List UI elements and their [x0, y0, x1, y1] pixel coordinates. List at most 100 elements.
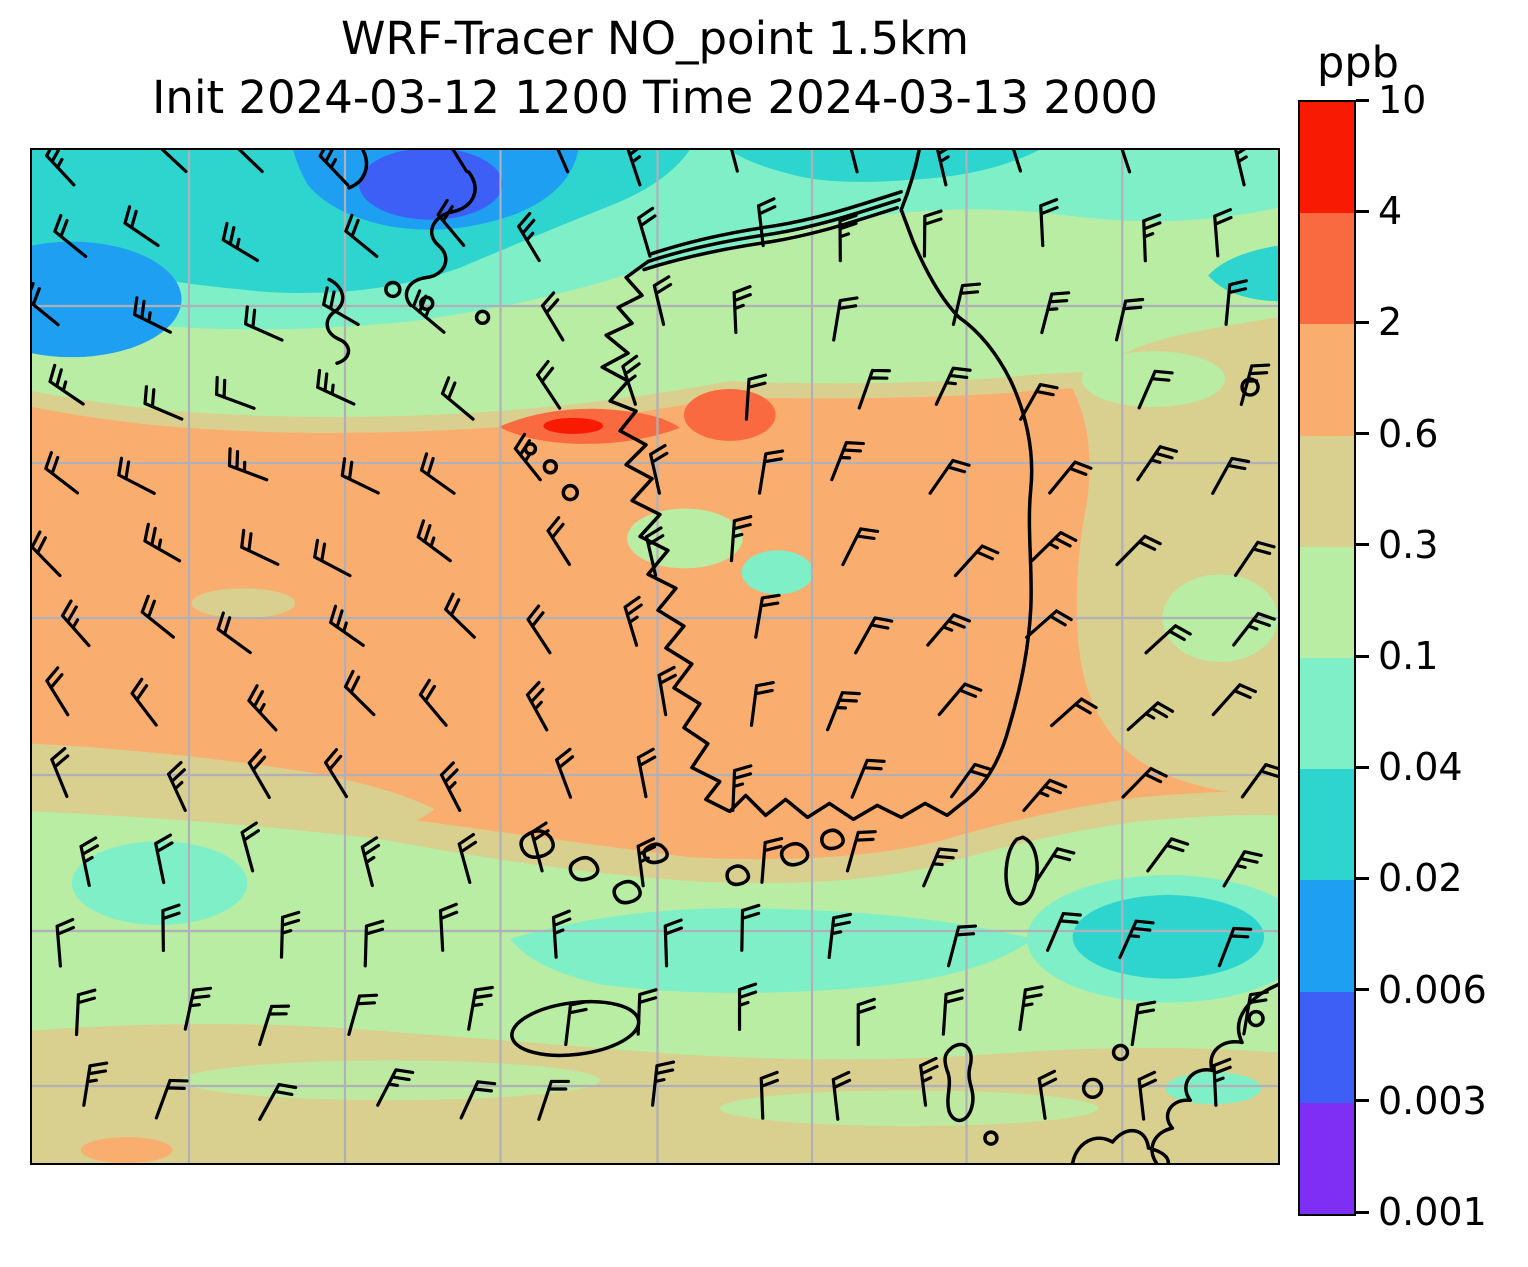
- wind-barb: [941, 988, 965, 1036]
- wind-barb: [555, 747, 575, 799]
- wind-barb: [45, 666, 70, 717]
- wind-barb: [1130, 1000, 1157, 1047]
- colorbar-tick-mark: [1356, 765, 1369, 769]
- wind-barb: [621, 354, 641, 406]
- wind-barb: [934, 366, 972, 406]
- wind-barb: [143, 385, 184, 421]
- wind-barb: [759, 1070, 780, 1120]
- wind-barb: [117, 456, 156, 495]
- wind-barb: [44, 451, 80, 495]
- colorbar: [1298, 100, 1356, 1216]
- wind-barb: [1239, 363, 1271, 406]
- wind-barb: [637, 206, 657, 258]
- wind-barb: [644, 526, 665, 578]
- wind-barb: [258, 1082, 298, 1121]
- wind-barb: [826, 691, 861, 732]
- wind-barb: [1039, 198, 1059, 248]
- colorbar-segment: [1300, 324, 1354, 436]
- wind-barb: [740, 903, 761, 952]
- wind-barb: [227, 447, 269, 482]
- wind-barb: [1136, 445, 1179, 482]
- dmz-line: [646, 198, 901, 264]
- wind-barb: [1212, 1057, 1232, 1107]
- colorbar-segment: [1300, 769, 1354, 881]
- wind-barb: [953, 544, 1000, 578]
- wind-barb: [1050, 697, 1098, 728]
- colorbar-tick-label: 0.3: [1378, 522, 1439, 567]
- wind-barb: [946, 924, 978, 968]
- wind-barb: [845, 830, 877, 873]
- wind-barb: [663, 918, 684, 968]
- wind-barb: [749, 681, 775, 727]
- colorbar-tick-mark: [1356, 432, 1369, 436]
- nk-west-coast: [404, 170, 477, 308]
- wind-barb: [841, 527, 880, 567]
- colorbar-tick-label: 0.1: [1378, 634, 1439, 678]
- wind-barb: [1025, 609, 1073, 639]
- wind-barb: [376, 1068, 415, 1107]
- colorbar-tick-label: 10: [1378, 78, 1427, 122]
- wind-barb: [48, 363, 85, 406]
- wind-barb: [854, 616, 894, 655]
- island: [542, 459, 559, 475]
- island: [384, 280, 402, 299]
- wind-barb: [546, 516, 571, 566]
- colorbar-segment: [1300, 880, 1354, 992]
- plot-title: WRF-Tracer NO_point 1.5km Init 2024-03-1…: [30, 10, 1280, 127]
- wind-barb: [215, 375, 256, 410]
- wind-barb: [1034, 847, 1076, 884]
- colorbar-tick-mark: [1356, 654, 1369, 658]
- wind-barb: [247, 684, 278, 732]
- wind-barb: [1233, 540, 1276, 578]
- wind-barb: [928, 458, 971, 495]
- wind-barb: [53, 213, 88, 259]
- concentration-field-layer: [32, 150, 1278, 1163]
- wind-barb: [526, 604, 552, 655]
- colorbar-tick-mark: [1356, 209, 1369, 213]
- dmz-line: [642, 206, 899, 272]
- wind-barb: [244, 305, 284, 342]
- wind-barb: [1211, 683, 1257, 717]
- wind-barb: [1022, 778, 1068, 812]
- wind-barb: [444, 592, 476, 639]
- wind-barb: [340, 457, 380, 495]
- wind-barb: [857, 368, 892, 410]
- colorbar-tick-label: 0.006: [1378, 967, 1487, 1012]
- wind-barb: [419, 452, 456, 495]
- wind-barb: [130, 677, 158, 727]
- wind-barb: [732, 285, 752, 335]
- colorbar-tick-label: 0.6: [1378, 411, 1439, 456]
- wind-barb: [1012, 150, 1023, 173]
- colorbar-tick-mark: [1356, 543, 1369, 547]
- wind-barb: [1019, 382, 1059, 421]
- colorbar-segment: [1300, 546, 1354, 659]
- wind-barbs-layer: [32, 150, 1278, 1121]
- wind-barb: [343, 669, 376, 717]
- wind-barb: [451, 150, 469, 173]
- wind-barb: [1142, 213, 1162, 263]
- nk-west-coast: [325, 277, 351, 365]
- wind-barb: [729, 515, 753, 563]
- wind-barb: [649, 443, 669, 495]
- wind-barb: [623, 595, 643, 647]
- wind-barb: [160, 150, 188, 174]
- wind-barb: [313, 538, 352, 578]
- wind-barb: [849, 150, 859, 174]
- wind-barb: [756, 197, 777, 248]
- wind-barb: [827, 912, 852, 960]
- island: [779, 842, 810, 867]
- island: [1247, 1009, 1265, 1028]
- wind-barb: [360, 836, 381, 888]
- colorbar-segment: [1300, 102, 1354, 214]
- wind-barb: [1240, 763, 1278, 799]
- island: [612, 879, 642, 905]
- wind-barb: [439, 761, 462, 812]
- wind-barb: [154, 833, 174, 885]
- wind-barb: [1048, 460, 1093, 495]
- wind-barb: [636, 988, 658, 1036]
- wind-barb: [1137, 369, 1174, 410]
- wind-barb: [32, 530, 62, 578]
- wind-barb: [82, 1061, 109, 1107]
- japan-coastline: [1150, 982, 1278, 1163]
- island: [983, 1130, 999, 1146]
